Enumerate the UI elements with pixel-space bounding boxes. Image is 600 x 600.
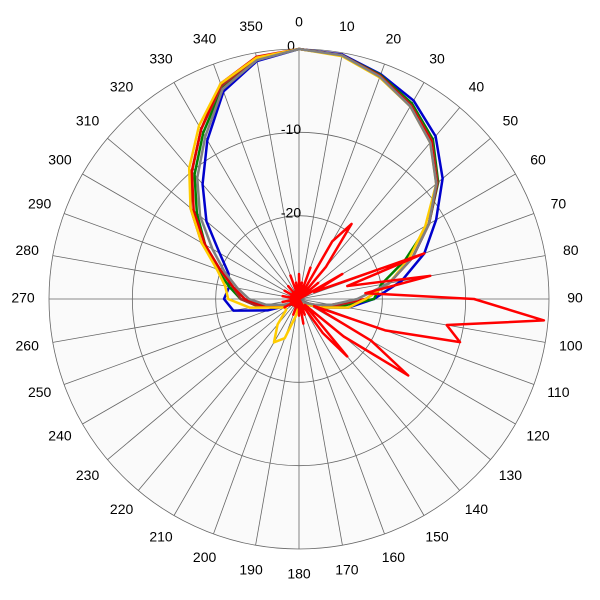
angle-tick-label: 170 (335, 562, 359, 578)
spoke-line (298, 137, 491, 300)
spoke-line (298, 52, 343, 300)
angle-tick-label: 20 (386, 30, 402, 46)
r-tick-label: -20 (281, 204, 301, 220)
angle-tick-label: 210 (149, 529, 173, 545)
spoke-line (63, 298, 300, 385)
spoke-line (255, 52, 300, 300)
angle-tick-label: 120 (526, 428, 550, 444)
angle-tick-label: 330 (149, 51, 173, 67)
angle-tick-label: 130 (499, 467, 523, 483)
spoke-line (173, 298, 300, 516)
angle-tick-label: 10 (339, 18, 355, 34)
angle-tick-label: 220 (110, 501, 134, 517)
angle-tick-label: 240 (48, 428, 72, 444)
spoke-line (255, 298, 300, 546)
grid-circle (215, 215, 383, 383)
spoke-line (63, 213, 300, 300)
angle-tick-label: 90 (567, 290, 583, 306)
angle-tick-label: 150 (425, 529, 449, 545)
angle-tick-label: 200 (193, 549, 217, 565)
angle-tick-label: 320 (110, 78, 134, 94)
r-tick-label: -10 (281, 121, 301, 137)
angle-tick-label: 230 (76, 467, 100, 483)
angle-tick-label: 100 (559, 338, 583, 354)
spoke-line (298, 63, 385, 300)
angle-tick-label: 110 (547, 384, 570, 400)
angle-tick-label: 140 (465, 501, 489, 517)
spoke-line (52, 255, 300, 300)
spoke-line (107, 298, 300, 461)
angle-tick-label: 160 (382, 549, 406, 565)
angle-tick-label: 190 (239, 562, 263, 578)
spoke-line (82, 173, 300, 300)
angle-tick-label: 70 (551, 195, 567, 211)
angle-tick-label: 260 (16, 338, 40, 354)
angle-tick-label: 310 (76, 112, 100, 128)
spoke-line (298, 298, 385, 535)
angle-tick-label: 280 (16, 242, 40, 258)
angle-tick-label: 340 (193, 30, 217, 46)
spoke-line (137, 107, 300, 300)
angle-tick-label: 300 (48, 152, 72, 168)
angle-tick-label: 270 (11, 290, 35, 306)
spoke-line (137, 298, 300, 491)
angle-tick-label: 80 (563, 242, 579, 258)
angle-tick-label: 0 (295, 14, 303, 30)
angle-tick-label: 180 (287, 566, 311, 582)
angle-tick-label: 40 (469, 78, 485, 94)
angle-tick-label: 30 (429, 51, 445, 67)
spoke-line (82, 298, 300, 425)
angle-tick-label: 60 (530, 152, 546, 168)
series-line (281, 222, 546, 377)
angle-tick-label: 290 (28, 195, 52, 211)
spoke-line (213, 63, 300, 300)
spoke-line (107, 137, 300, 300)
angle-tick-label: 250 (28, 384, 52, 400)
spoke-line (173, 82, 300, 300)
angle-tick-label: 50 (503, 112, 519, 128)
spoke-line (298, 298, 343, 546)
angle-tick-label: 350 (239, 18, 263, 34)
spoke-line (298, 298, 425, 516)
r-tick-label: 0 (287, 38, 295, 54)
